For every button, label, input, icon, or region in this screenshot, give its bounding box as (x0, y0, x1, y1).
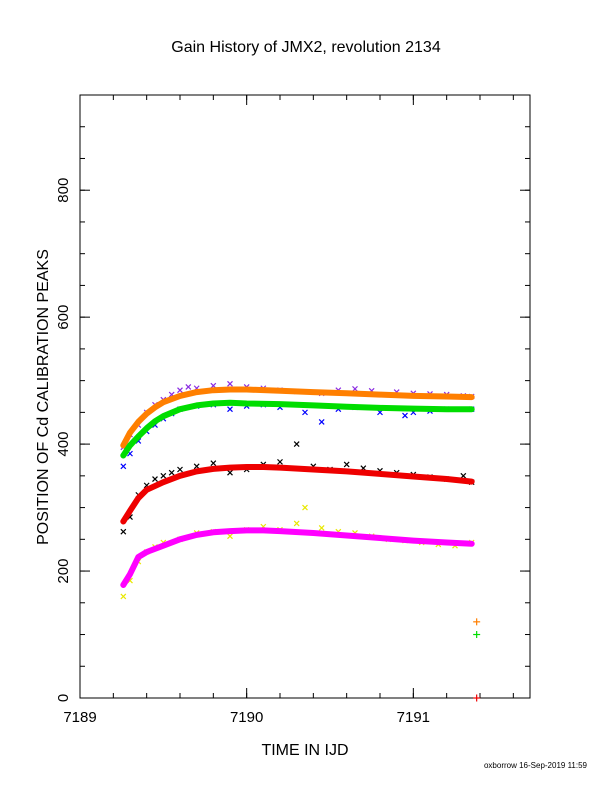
data-point-stroke (402, 412, 408, 419)
plus-marker (473, 618, 481, 626)
fit-curve-5 (120, 399, 475, 459)
data-point (293, 520, 300, 527)
data-point-stroke (227, 469, 233, 476)
data-point (120, 593, 127, 600)
x-tick-label: 7191 (397, 709, 430, 726)
data-point-stroke (185, 384, 192, 390)
x-axis-label: TIME IN IJD (261, 742, 348, 759)
data-point (177, 387, 183, 394)
data-point-stroke (168, 391, 175, 398)
data-point-stroke (210, 460, 217, 467)
y-axis-label: POSITION OF Cd CALIBRATION PEAKS (35, 249, 52, 545)
fit-curve-6 (120, 464, 475, 525)
data-point-stroke (293, 520, 300, 527)
data-point-stroke (177, 387, 183, 394)
data-point-stroke (302, 409, 308, 416)
data-point (227, 406, 233, 413)
data-point (343, 461, 350, 468)
data-point (193, 463, 200, 470)
data-point (120, 528, 127, 535)
data-point-stroke (318, 418, 325, 425)
data-point-stroke (227, 380, 233, 387)
x-tick-label: 7190 (230, 709, 263, 726)
data-point (168, 469, 175, 476)
data-point-stroke (460, 472, 467, 479)
data-point-stroke (120, 463, 127, 470)
y-tick-label: 0 (55, 694, 72, 702)
data-point (152, 476, 158, 482)
data-point (227, 533, 233, 540)
data-point (352, 385, 358, 392)
data-point (227, 380, 233, 387)
y-tick-label: 200 (55, 559, 72, 584)
data-point (227, 469, 233, 476)
fit-curve-7 (120, 527, 475, 588)
y-tick-label: 600 (55, 305, 72, 330)
y-tick-label: 800 (55, 178, 72, 203)
data-point-stroke (193, 463, 200, 470)
data-point-stroke (152, 476, 158, 482)
plus-marker (473, 631, 481, 639)
data-point-stroke (318, 524, 325, 531)
data-point-stroke (343, 461, 350, 468)
data-point-stroke (177, 466, 183, 473)
data-point (302, 504, 308, 511)
data-point-stroke (302, 504, 308, 511)
fit-curve-4 (120, 386, 475, 449)
data-point (277, 458, 283, 465)
data-point-stroke (293, 441, 300, 448)
data-point-stroke (127, 450, 133, 457)
data-point (318, 418, 325, 425)
data-point-stroke (277, 458, 283, 465)
x-tick-label: 7189 (63, 709, 96, 726)
plot-frame (79, 94, 531, 699)
data-point (160, 472, 167, 479)
data-point (210, 460, 217, 467)
data-point (302, 409, 308, 416)
data-point-stroke (120, 593, 127, 600)
axis-ticks: 7189 7190 7191 0 200 400 600 800 (55, 94, 530, 726)
data-point (318, 524, 325, 531)
data-point-stroke (227, 533, 233, 540)
data-point (460, 472, 467, 479)
data-point (185, 384, 192, 390)
data-point-stroke (120, 528, 127, 535)
data-point (402, 412, 408, 419)
data-point (293, 441, 300, 448)
data-point-stroke (227, 406, 233, 413)
data-point (120, 463, 127, 470)
footer-credit: oxborrow 16-Sep-2019 11:59 (484, 761, 588, 770)
data-point-stroke (160, 472, 167, 479)
plus-marker (473, 694, 481, 702)
chart-title: Gain History of JMX2, revolution 2134 (171, 39, 441, 56)
data-point (177, 466, 183, 473)
data-point-stroke (143, 482, 150, 489)
data-point-stroke (168, 469, 175, 476)
y-tick-label: 400 (55, 432, 72, 457)
data-point-stroke (352, 385, 358, 392)
data-marks (120, 380, 481, 702)
